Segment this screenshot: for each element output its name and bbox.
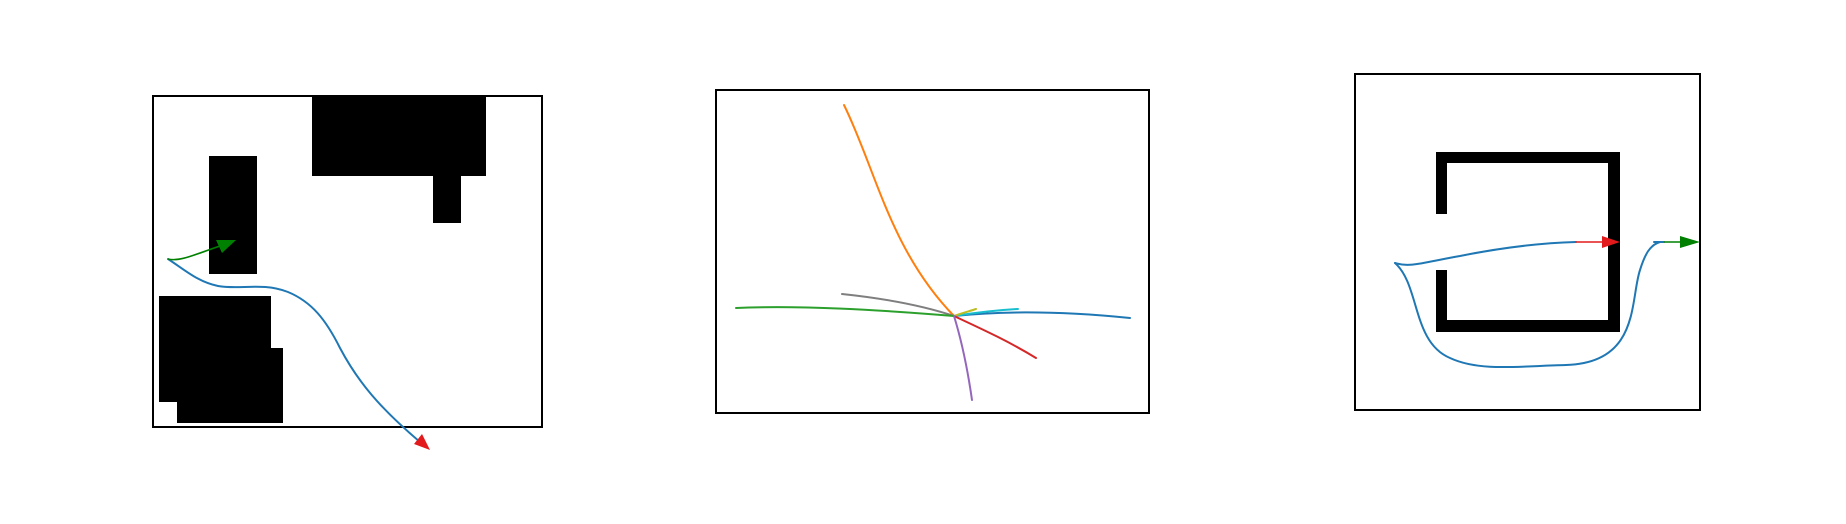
- obstacle-top-right-block: [312, 96, 486, 176]
- left-goal-arrowhead: [414, 434, 430, 450]
- right-obstacle-top-bar: [1436, 152, 1620, 163]
- middle-olive-path: [953, 308, 977, 317]
- obstacle-bottom-left-step-upper: [270, 348, 283, 362]
- right-trajectory-loop: [1394, 241, 1661, 369]
- obstacle-tall-pillar: [209, 156, 257, 274]
- right-trajectory-inner: [1394, 241, 1577, 266]
- left-start-arrowhead: [216, 240, 236, 253]
- right-obstacle-left-lower: [1436, 270, 1447, 332]
- right-obstacle-left-upper: [1436, 152, 1447, 214]
- right-obstacle-bottom-bar: [1436, 320, 1620, 332]
- right-panel-frame: [1354, 73, 1701, 411]
- middle-blue-path: [953, 311, 1131, 319]
- middle-green-path: [735, 306, 955, 317]
- middle-purple-path: [953, 315, 973, 401]
- obstacle-top-right-stem: [433, 170, 461, 223]
- middle-red-path: [953, 315, 1037, 359]
- obstacle-bottom-left-step: [177, 348, 283, 423]
- left-trajectory: [167, 258, 421, 443]
- middle-gray-path: [841, 293, 955, 317]
- middle-orange-path: [843, 104, 955, 317]
- left-start-arrow-line: [167, 245, 221, 261]
- left-panel: [152, 95, 543, 450]
- middle-cyan-path: [953, 308, 1019, 317]
- right-goal-arrowhead: [1602, 236, 1620, 248]
- right-panel: [1354, 73, 1701, 411]
- right-start-arrowhead: [1680, 236, 1700, 248]
- middle-panel-frame: [715, 89, 1150, 414]
- middle-panel: [715, 89, 1150, 414]
